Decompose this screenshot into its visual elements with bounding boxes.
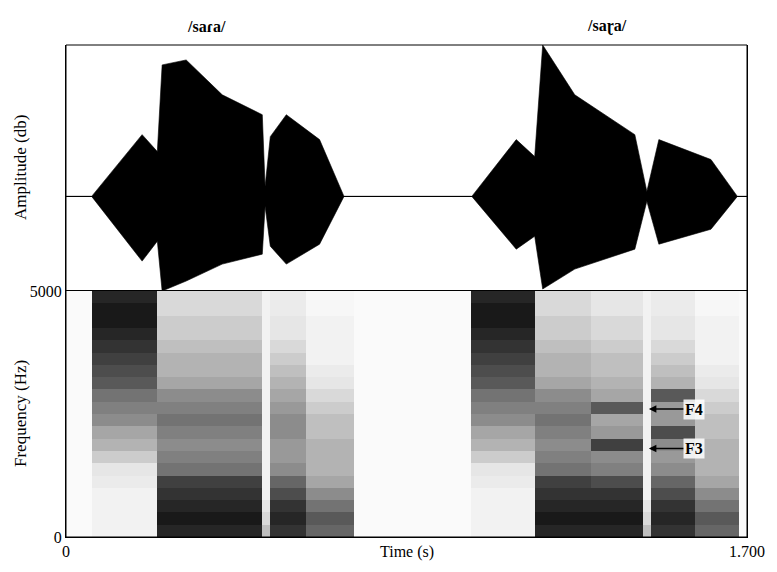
svg-text:Amplitude (db): Amplitude (db) <box>11 115 30 220</box>
svg-text:/saɾa/: /saɾa/ <box>187 18 226 35</box>
svg-text:0: 0 <box>62 543 70 560</box>
svg-text:F3: F3 <box>685 440 703 457</box>
svg-text:5000: 5000 <box>30 283 62 300</box>
svg-text:1.700: 1.700 <box>729 543 765 560</box>
svg-text:/saɽa/: /saɽa/ <box>587 17 627 35</box>
svg-text:F4: F4 <box>685 401 703 418</box>
svg-text:0: 0 <box>54 529 62 546</box>
svg-text:Frequency (Hz): Frequency (Hz) <box>11 360 30 467</box>
svg-text:Time (s): Time (s) <box>380 543 434 561</box>
